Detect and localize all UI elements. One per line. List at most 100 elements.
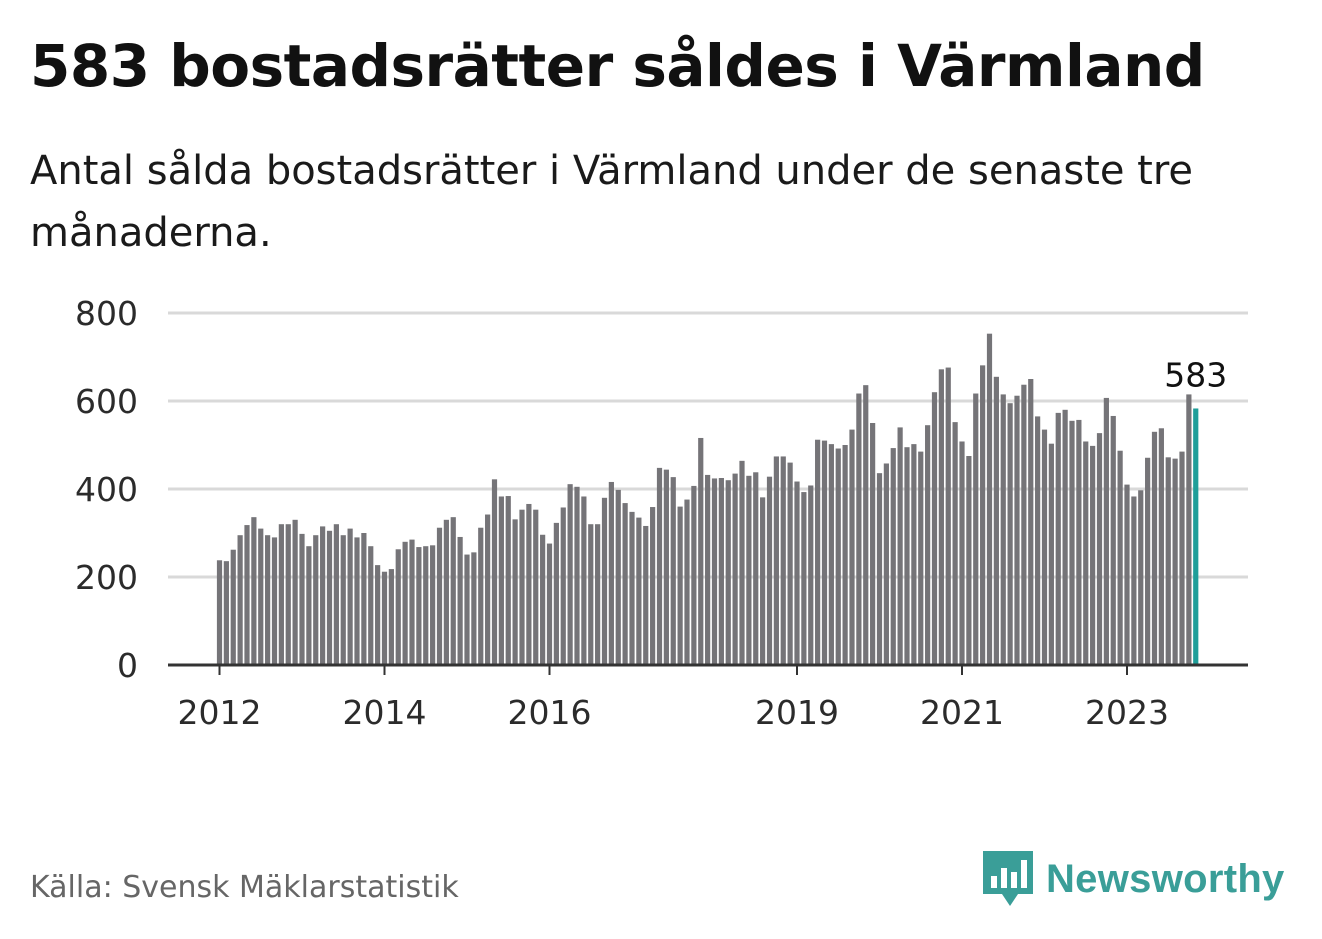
bar	[890, 448, 896, 665]
bar	[278, 524, 284, 665]
bar	[546, 543, 553, 665]
bar	[526, 503, 532, 665]
bar	[663, 469, 669, 665]
y-tick-label: 400	[75, 470, 138, 509]
bar	[794, 481, 800, 665]
bar	[588, 524, 594, 665]
bar	[388, 569, 394, 665]
x-axis: 2012 2014 2016 2019 2021 2023	[168, 663, 1248, 732]
bar	[1131, 496, 1137, 665]
bar	[478, 527, 484, 665]
bar	[471, 552, 477, 665]
bar	[732, 473, 738, 665]
bar	[512, 519, 518, 665]
bar	[1090, 445, 1096, 665]
x-tick-label: 2021	[920, 693, 1004, 732]
chart-subtitle: Antal sålda bostadsrätter i Värmland und…	[30, 148, 1194, 256]
bar	[904, 447, 910, 665]
bar	[670, 477, 676, 665]
bar	[725, 480, 731, 665]
x-tick-label: 2012	[178, 693, 262, 732]
y-tick-label: 600	[75, 382, 138, 421]
logo-text: Newsworthy	[1046, 856, 1285, 901]
bar	[375, 565, 381, 665]
bar	[354, 537, 360, 665]
bar	[815, 439, 821, 665]
bar	[230, 549, 236, 665]
bar	[306, 546, 312, 665]
bar	[223, 561, 229, 665]
bar	[780, 456, 786, 665]
bar-chart-speech-icon	[983, 851, 1033, 906]
bar	[691, 485, 697, 665]
bar	[361, 533, 367, 665]
bar	[1069, 420, 1075, 665]
bar	[519, 509, 525, 665]
bar	[1158, 428, 1164, 665]
bar	[1179, 451, 1185, 665]
bar	[595, 524, 601, 665]
bar	[1062, 409, 1068, 665]
bar	[271, 537, 278, 665]
bar	[567, 484, 573, 665]
bar	[911, 444, 917, 665]
bar	[1145, 457, 1151, 665]
bar	[711, 478, 718, 665]
bar	[553, 522, 559, 665]
bar	[1117, 450, 1123, 665]
bar	[430, 545, 436, 665]
bar	[540, 534, 546, 665]
bar	[285, 524, 291, 665]
bar	[560, 507, 566, 665]
bar	[643, 525, 649, 665]
bar	[766, 476, 773, 665]
bar	[416, 547, 422, 665]
y-tick-label: 800	[75, 294, 138, 333]
bar	[615, 489, 621, 665]
newsworthy-logo: Newsworthy	[980, 848, 1285, 910]
bar	[842, 445, 848, 665]
bar	[1000, 394, 1006, 665]
bar	[966, 456, 972, 665]
bar	[1076, 419, 1082, 665]
bar	[608, 481, 614, 665]
bar	[938, 369, 944, 665]
bar	[636, 517, 642, 665]
bar	[801, 492, 807, 665]
bar	[808, 485, 814, 665]
bar	[684, 499, 690, 665]
highlight-value-label: 583	[1164, 355, 1227, 394]
bar	[340, 535, 346, 665]
bar	[945, 367, 951, 665]
bar	[258, 528, 264, 665]
bar	[760, 497, 766, 665]
bar	[1048, 443, 1054, 665]
bar	[1193, 408, 1199, 665]
bar	[629, 511, 635, 665]
bar	[753, 472, 759, 665]
bar	[347, 528, 353, 665]
bar	[299, 533, 305, 665]
bar	[925, 425, 931, 665]
bar	[705, 474, 711, 665]
x-tick-label: 2014	[343, 693, 427, 732]
bar	[237, 535, 243, 665]
bar	[485, 514, 491, 665]
bar	[457, 536, 463, 665]
bar	[980, 365, 986, 665]
y-tick-label: 0	[117, 646, 138, 685]
bar	[856, 393, 862, 665]
bar	[739, 460, 745, 665]
bar	[292, 519, 298, 665]
bar	[821, 440, 828, 665]
bar	[746, 475, 752, 665]
bar	[1138, 490, 1144, 665]
bar	[1165, 457, 1171, 665]
bar	[533, 509, 539, 665]
bar	[1041, 429, 1048, 665]
bar	[656, 467, 663, 665]
bar	[1007, 403, 1013, 665]
bar	[1035, 416, 1041, 665]
chart-title: 583 bostadsrätter såldes i Värmland	[30, 32, 1205, 100]
bar	[1172, 458, 1178, 665]
